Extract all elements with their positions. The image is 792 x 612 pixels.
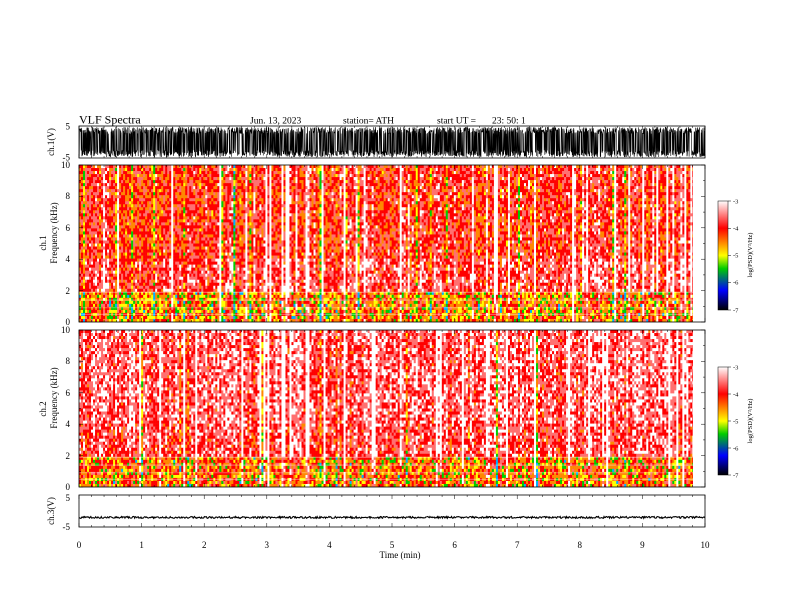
time-axis-label: Time (min): [380, 550, 421, 560]
ch1-ytick-top: 5: [66, 122, 71, 132]
ch1-frequency-ylabel: Frequency (kHz): [49, 202, 59, 263]
ch1-waveform-ylabel: ch.1(V): [46, 128, 56, 156]
ch1-ytick-10: 10: [61, 160, 71, 170]
ch2-ytick-8: 8: [66, 356, 71, 366]
cb1-label: log(PSD)(V²/Hz): [747, 233, 754, 278]
ch2-spectrogram-ticks: [78, 329, 706, 488]
ch3-ytick-top: 5: [66, 493, 71, 503]
waveform-trace-path: [79, 515, 705, 520]
time-tick-8: 8: [578, 540, 583, 550]
ch1-colorbar-gradient: [717, 200, 729, 311]
ch1-ytick-6: 6: [66, 223, 71, 233]
ch1-waveform-trace: [79, 126, 705, 158]
ch2-ytick-10: 10: [61, 325, 71, 335]
ch3-waveform-panel: 5 -5 ch.3(V): [46, 493, 706, 532]
ch2-channel-label: ch.2: [38, 401, 48, 416]
ch1-ytick-2: 2: [66, 286, 71, 296]
ch3-ytick-bottom: -5: [63, 522, 71, 532]
cb2-tick-m3: -3: [733, 365, 738, 372]
header-date: Jun. 13, 2023: [250, 117, 301, 127]
cb2-label: log(PSD)(V²/Hz): [747, 399, 754, 444]
header-start-label: start UT =: [437, 117, 476, 127]
cb1-tick-m4: -4: [733, 226, 739, 233]
ch1-channel-label: ch.1: [38, 235, 48, 250]
ch1-spectrogram-ticks: [78, 164, 706, 323]
cb2-tick-m4: -4: [733, 392, 739, 399]
cb1-tick-m5: -5: [733, 253, 738, 260]
ch1-waveform-panel: 5 -5 ch.1(V): [46, 122, 706, 163]
ch2-ytick-0: 0: [66, 482, 71, 492]
header-start-value: 23: 50: 1: [492, 117, 526, 127]
ch3-waveform-ylabel: ch.3(V): [46, 497, 56, 525]
ch2-colorbar: -3 -4 -5 -6 -7 log(PSD)(V²/Hz): [717, 365, 754, 480]
time-tick-9: 9: [640, 540, 645, 550]
time-axis: 0 1 2 3 4 5 6 7 8 9 10 Time (min): [77, 540, 710, 560]
cb1-tick-m3: -3: [733, 199, 738, 206]
ch3-waveform-frame: [78, 494, 706, 528]
figure-title: VLF Spectra: [79, 113, 141, 127]
ch1-ytick-0: 0: [66, 317, 71, 327]
ch3-waveform-ticks: [78, 495, 706, 527]
cb1-tick-m7: -7: [733, 308, 739, 315]
cb2-tick-m7: -7: [733, 473, 739, 480]
waveform-trace-path: [79, 126, 705, 158]
ch1-colorbar: -3 -4 -5 -6 -7 log(PSD)(V²/Hz): [717, 199, 754, 315]
ch1-ytick-bottom: -5: [63, 153, 71, 163]
time-tick-3: 3: [265, 540, 270, 550]
ch3-waveform-trace: [79, 515, 705, 520]
figure-header: VLF Spectra Jun. 13, 2023 station= ATH s…: [79, 113, 526, 127]
ch1-spectrogram-heatmap: [79, 165, 693, 322]
header-station: station= ATH: [343, 117, 394, 127]
time-tick-0: 0: [77, 540, 82, 550]
ch1-waveform-ticks: [78, 126, 706, 158]
time-tick-6: 6: [452, 540, 457, 550]
time-tick-4: 4: [327, 540, 332, 550]
ch2-ytick-6: 6: [66, 388, 71, 398]
time-tick-2: 2: [202, 540, 207, 550]
cb2-tick-m5: -5: [733, 419, 738, 426]
ch1-ytick-8: 8: [66, 191, 71, 201]
ch2-ytick-2: 2: [66, 451, 71, 461]
ch2-colorbar-gradient: [717, 366, 729, 476]
cb1-tick-m6: -6: [733, 280, 739, 287]
ch2-frequency-ylabel: Frequency (kHz): [49, 367, 59, 428]
time-tick-7: 7: [515, 540, 520, 550]
time-tick-1: 1: [139, 540, 144, 550]
ch2-spectrogram-heatmap: [79, 330, 693, 487]
ch1-spectrogram-panel: 0 2 4 6 8 10 ch.1 Frequency (kHz): [38, 160, 706, 327]
time-tick-10: 10: [701, 540, 711, 550]
ch2-spectrogram-panel: 0 2 4 6 8 10 ch.2 Frequency (kHz): [38, 325, 706, 492]
ch1-ytick-4: 4: [66, 254, 71, 264]
cb2-tick-m6: -6: [733, 446, 739, 453]
ch2-ytick-4: 4: [66, 419, 71, 429]
time-tick-5: 5: [390, 540, 395, 550]
